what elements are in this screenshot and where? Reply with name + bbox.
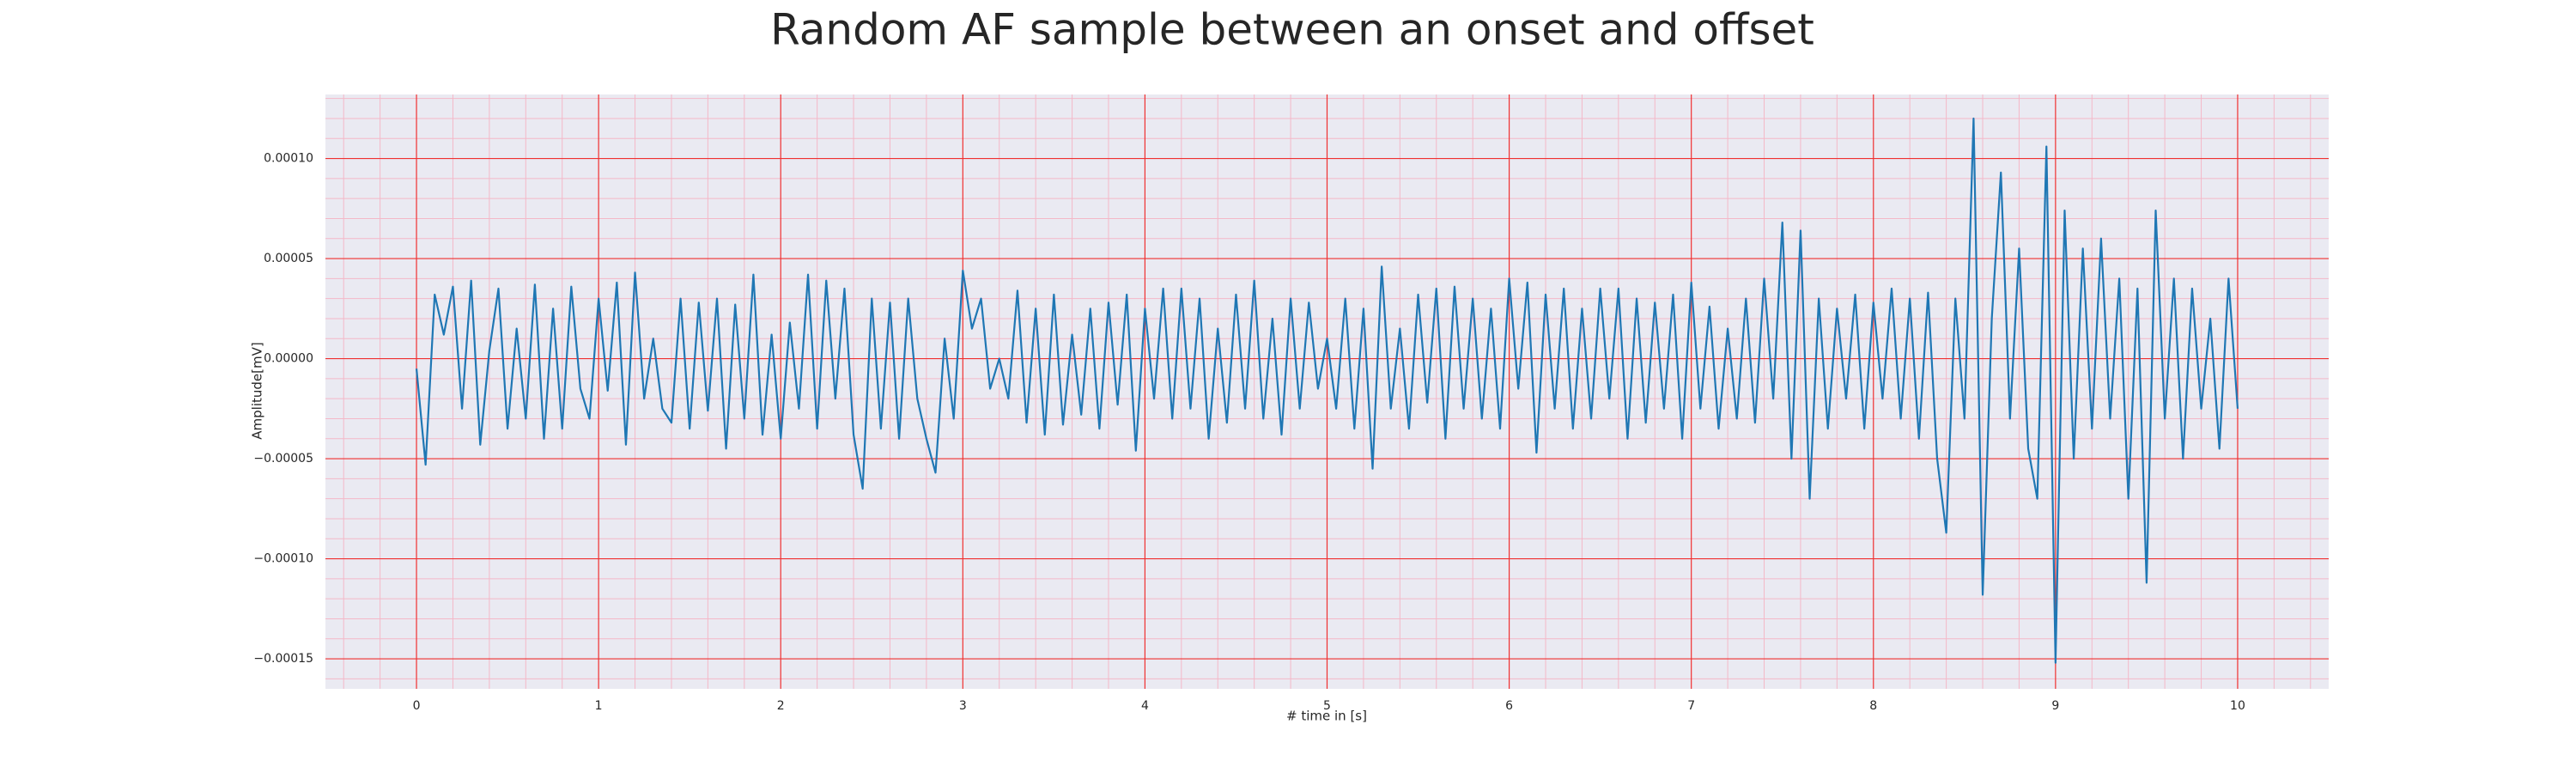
x-tick-label: 1: [595, 699, 603, 713]
x-tick-label: 9: [2051, 699, 2059, 713]
y-tick-label: −0.00005: [253, 452, 313, 466]
x-tick-label: 4: [1141, 699, 1149, 713]
x-tick-label: 2: [777, 699, 785, 713]
x-tick-label: 3: [959, 699, 967, 713]
y-tick-label: 0.00010: [264, 152, 313, 166]
x-tick-label: 6: [1505, 699, 1513, 713]
x-tick-label: 8: [1869, 699, 1877, 713]
x-tick-label: 7: [1687, 699, 1695, 713]
x-axis-label: # time in [s]: [1286, 709, 1367, 724]
y-tick-label: −0.00010: [253, 552, 313, 566]
y-tick-label: 0.00005: [264, 252, 313, 265]
chart-title: Random AF sample between an onset and of…: [770, 5, 1814, 55]
x-tick-label: 0: [413, 699, 421, 713]
y-tick-label: 0.00000: [264, 352, 313, 366]
signal-line: [415, 117, 2239, 664]
y-axis-label: Amplitude[mV]: [250, 342, 265, 439]
x-tick-label: 5: [1323, 699, 1331, 713]
y-tick-label: −0.00015: [253, 652, 313, 666]
x-tick-label: 10: [2230, 699, 2245, 713]
